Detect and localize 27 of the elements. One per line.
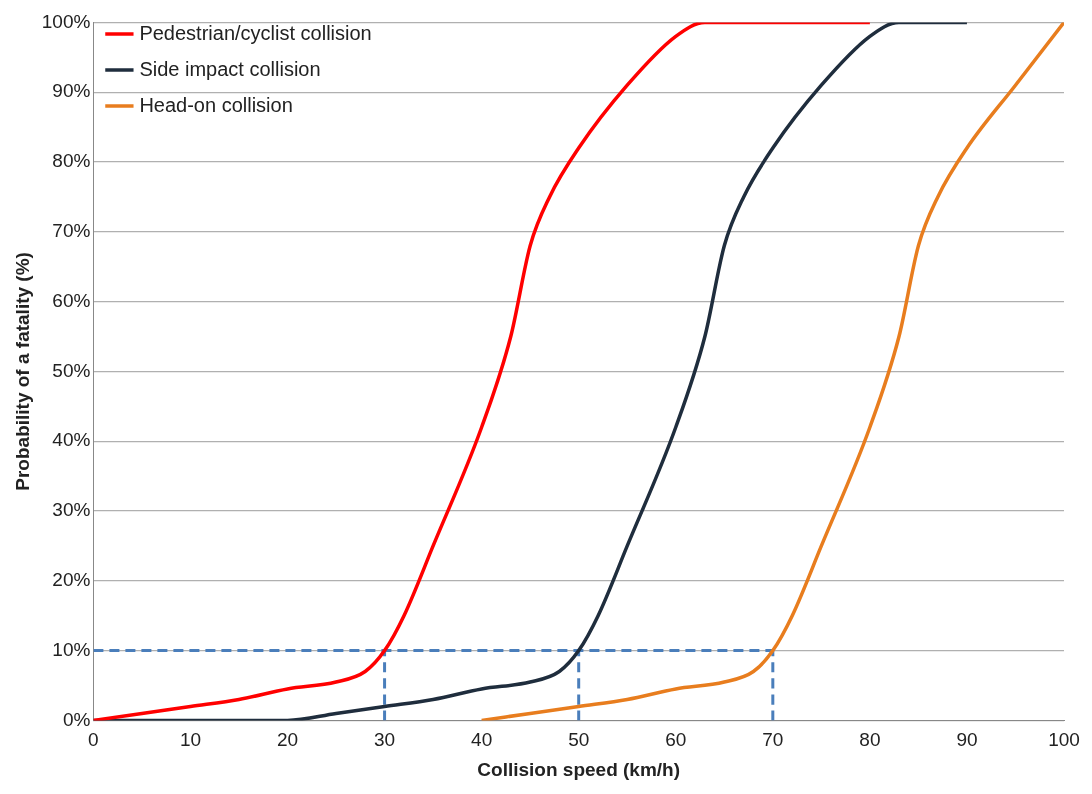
y-tick-label: 80% xyxy=(52,150,91,172)
x-tick-label: 60 xyxy=(665,729,687,751)
x-tick-label: 100 xyxy=(1048,729,1080,751)
x-tick-label: 40 xyxy=(471,729,493,751)
x-tick-label: 0 xyxy=(88,729,99,751)
y-tick-label: 100% xyxy=(41,10,91,32)
y-tick-label: 90% xyxy=(52,80,91,102)
y-tick-label: 0% xyxy=(62,708,91,730)
x-tick-label: 80 xyxy=(859,729,881,751)
x-tick-label: 70 xyxy=(762,729,784,751)
legend-label: Head-on collision xyxy=(139,93,293,116)
legend-label: Side impact collision xyxy=(139,57,321,80)
x-tick-label: 20 xyxy=(276,729,299,751)
y-tick-label: 10% xyxy=(52,638,91,660)
y-tick-label: 30% xyxy=(52,499,91,521)
x-tick-label: 30 xyxy=(374,729,396,751)
y-tick-label: 50% xyxy=(52,359,91,381)
legend-label: Pedestrian/cyclist collision xyxy=(139,21,372,44)
y-tick-label: 60% xyxy=(52,289,91,311)
y-axis-title: Probability of a fatality (%) xyxy=(11,252,33,491)
x-tick-label: 10 xyxy=(179,729,202,751)
y-tick-label: 40% xyxy=(52,429,91,451)
x-tick-label: 90 xyxy=(956,729,978,751)
x-tick-label: 50 xyxy=(568,729,590,751)
y-tick-label: 20% xyxy=(52,569,91,591)
y-tick-label: 70% xyxy=(52,220,91,242)
x-axis-title: Collision speed (km/h) xyxy=(477,758,681,780)
